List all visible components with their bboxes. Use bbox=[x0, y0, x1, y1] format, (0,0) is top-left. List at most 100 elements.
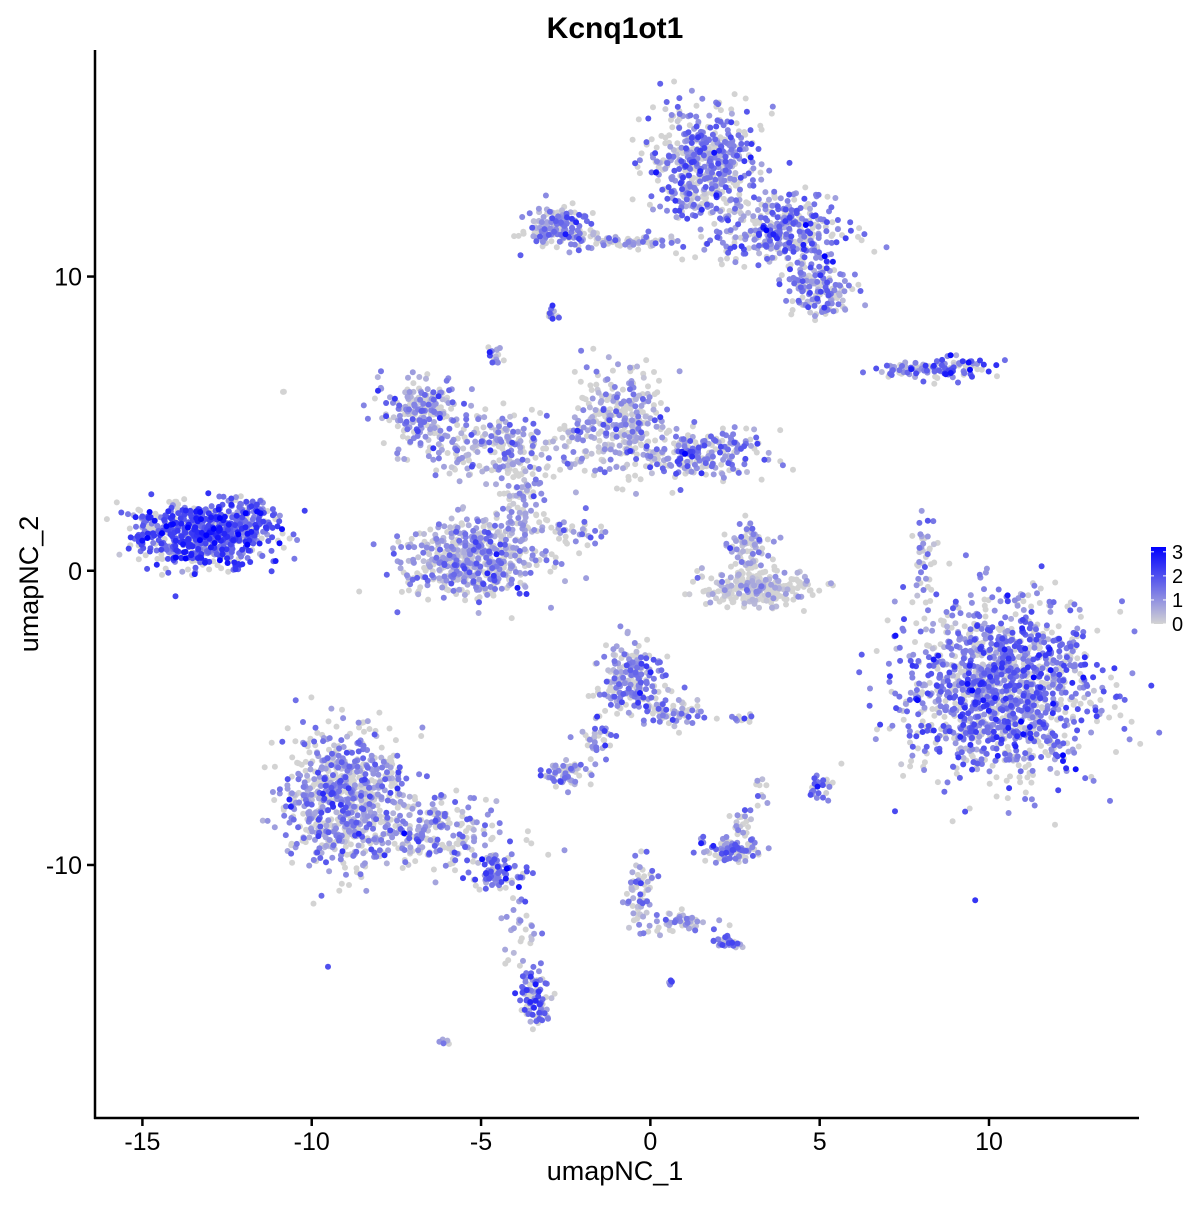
cell-point bbox=[570, 528, 577, 535]
cell-point bbox=[679, 705, 686, 712]
cell-point bbox=[588, 433, 595, 440]
cell-point bbox=[923, 575, 929, 582]
cell-point bbox=[909, 752, 916, 759]
cell-point bbox=[389, 798, 396, 805]
cell-point bbox=[459, 813, 466, 820]
cell-point bbox=[522, 583, 529, 590]
cell-point bbox=[520, 522, 527, 529]
cell-point bbox=[579, 728, 586, 735]
cell-point bbox=[529, 1026, 536, 1033]
cell-point bbox=[931, 380, 938, 387]
cell-point bbox=[616, 442, 623, 449]
cell-point bbox=[542, 472, 549, 479]
cell-point bbox=[825, 797, 832, 804]
cell-point bbox=[621, 432, 628, 438]
cell-point bbox=[675, 697, 682, 703]
cell-point bbox=[909, 599, 916, 606]
cell-point bbox=[515, 515, 522, 521]
cell-point bbox=[507, 518, 514, 525]
cell-point bbox=[713, 595, 719, 602]
cell-point bbox=[930, 541, 937, 548]
cell-point bbox=[650, 206, 656, 213]
cell-point bbox=[815, 235, 822, 241]
cell-point bbox=[314, 729, 321, 736]
cell-point bbox=[604, 376, 611, 383]
cell-point bbox=[694, 568, 701, 574]
cell-point bbox=[158, 551, 165, 558]
cell-point bbox=[340, 715, 347, 722]
cell-point bbox=[498, 585, 505, 592]
cell-point bbox=[758, 476, 765, 483]
cell-point bbox=[885, 660, 892, 667]
cell-point bbox=[828, 251, 835, 258]
cell-point bbox=[617, 623, 624, 630]
cell-point bbox=[584, 742, 591, 749]
cell-point bbox=[482, 406, 489, 413]
cell-point bbox=[286, 535, 293, 542]
cell-point bbox=[586, 404, 593, 411]
cell-point bbox=[540, 445, 547, 452]
cell-point bbox=[745, 841, 751, 847]
cell-point bbox=[345, 827, 352, 834]
cell-point bbox=[340, 744, 347, 750]
cell-point bbox=[276, 512, 283, 519]
cell-point bbox=[1031, 644, 1038, 651]
cell-point bbox=[755, 207, 761, 213]
cell-point bbox=[394, 817, 401, 824]
cell-point bbox=[598, 523, 605, 530]
cell-point bbox=[397, 565, 404, 572]
cell-point bbox=[587, 781, 594, 788]
cell-point bbox=[991, 607, 998, 614]
cell-point bbox=[566, 249, 573, 256]
cell-point bbox=[867, 685, 873, 692]
cell-point bbox=[740, 213, 747, 220]
cell-point bbox=[520, 957, 526, 964]
cell-point bbox=[624, 630, 631, 637]
cell-point bbox=[480, 424, 487, 431]
chart-title: Kcnq1ot1 bbox=[547, 12, 684, 45]
cell-point bbox=[619, 486, 626, 493]
cell-point bbox=[583, 453, 590, 460]
cell-point bbox=[762, 568, 769, 575]
cell-point bbox=[871, 248, 878, 255]
cell-point bbox=[1076, 606, 1083, 613]
cell-point bbox=[659, 434, 666, 441]
cell-point bbox=[415, 823, 422, 830]
cell-point bbox=[1055, 706, 1062, 713]
cell-point bbox=[1015, 762, 1022, 769]
cell-point bbox=[444, 824, 451, 831]
cell-point bbox=[279, 530, 286, 537]
cell-point bbox=[1001, 677, 1008, 684]
cell-point bbox=[592, 467, 599, 474]
cell-point bbox=[679, 256, 686, 263]
cell-point bbox=[307, 766, 314, 773]
cell-point bbox=[666, 132, 673, 139]
cell-point bbox=[807, 309, 814, 316]
cell-point bbox=[488, 836, 495, 843]
cell-point bbox=[301, 779, 308, 786]
cell-point bbox=[824, 193, 831, 200]
cell-point bbox=[386, 417, 393, 424]
cell-point bbox=[1012, 611, 1019, 618]
cell-point bbox=[921, 615, 928, 622]
cell-point bbox=[900, 716, 907, 723]
cell-point bbox=[470, 858, 476, 865]
cell-point bbox=[664, 455, 671, 462]
cell-point bbox=[344, 733, 351, 740]
cell-point bbox=[952, 687, 959, 694]
cell-point bbox=[653, 423, 660, 430]
cell-point bbox=[621, 680, 628, 687]
cell-point bbox=[505, 482, 512, 489]
cell-point bbox=[329, 854, 336, 861]
cell-point bbox=[731, 91, 738, 98]
cell-point bbox=[702, 857, 709, 864]
cell-point bbox=[593, 660, 600, 667]
cell-point bbox=[975, 738, 982, 745]
cell-point bbox=[397, 559, 404, 566]
cell-point bbox=[813, 254, 819, 261]
cell-point bbox=[540, 214, 547, 220]
cell-point bbox=[638, 402, 645, 409]
cell-point bbox=[685, 432, 691, 439]
cell-point bbox=[548, 604, 554, 611]
cell-point bbox=[960, 755, 967, 761]
